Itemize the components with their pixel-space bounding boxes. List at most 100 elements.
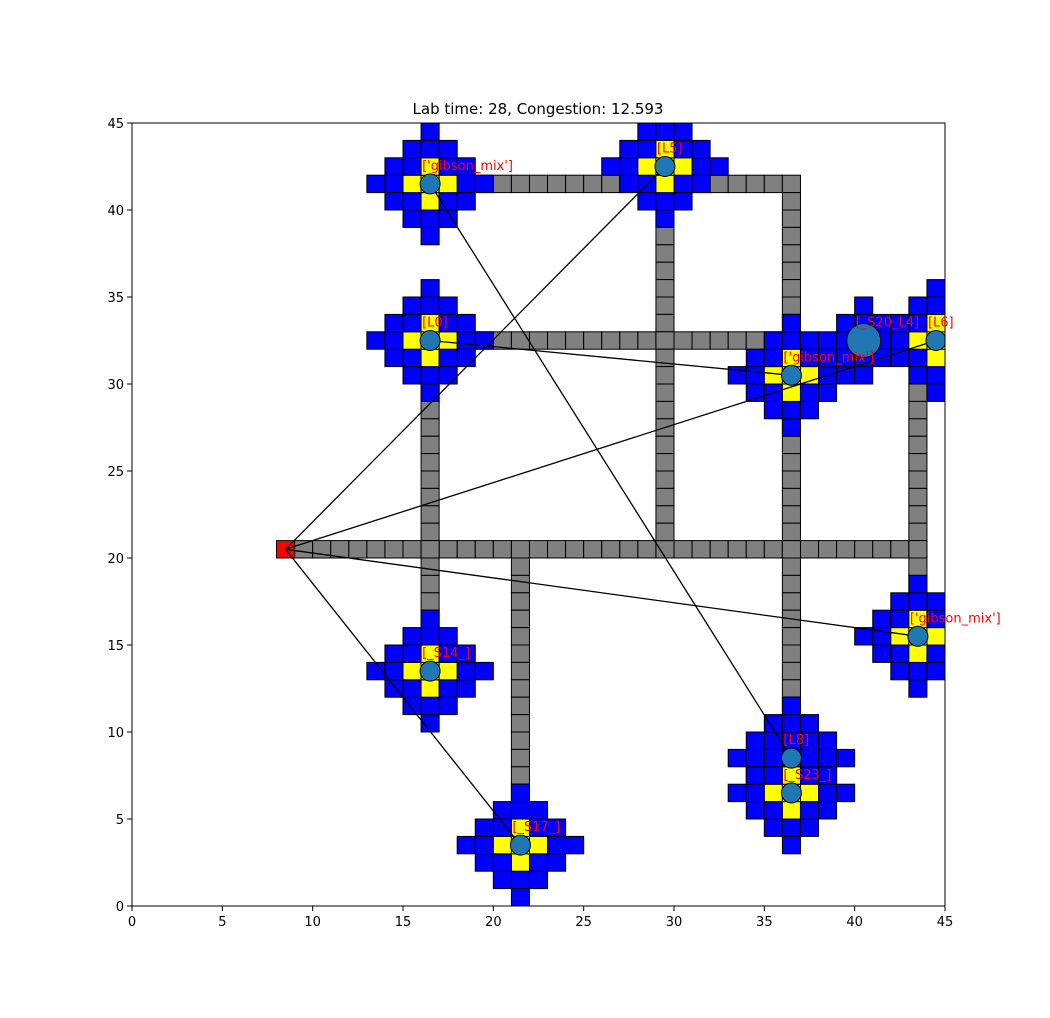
station-cell — [799, 331, 820, 350]
track-cell — [727, 174, 747, 194]
track-cell — [781, 174, 801, 194]
station-cell — [420, 348, 440, 368]
station-cell — [781, 313, 801, 333]
track-cell — [510, 627, 530, 646]
station-label: [_S23_] — [783, 768, 831, 783]
track-cell — [438, 540, 458, 559]
y-tick-label: 30 — [107, 378, 124, 393]
station-cell — [745, 801, 765, 820]
y-tick-label: 5 — [116, 813, 124, 828]
station-cell — [438, 192, 458, 211]
track-cell — [420, 540, 440, 559]
station-cell — [528, 835, 549, 855]
station-cell — [908, 348, 928, 368]
track-cell — [818, 540, 838, 559]
station-labels: ['gibson_mix'] [L5] [L0] ['gibson_mix'] [_S2… — [422, 142, 1001, 836]
track-cell — [619, 331, 639, 350]
x-tick-label: 10 — [304, 915, 321, 930]
station-cell — [799, 400, 820, 420]
track-cell — [781, 627, 801, 646]
station-cell — [492, 801, 512, 820]
track-cell — [492, 174, 512, 194]
track-cell — [348, 540, 368, 559]
track-cell — [781, 226, 801, 246]
station-cell — [926, 366, 945, 385]
track-cell — [655, 261, 675, 281]
track-cell — [781, 209, 801, 228]
station-cell — [963, 628, 981, 645]
station-cell — [745, 748, 765, 768]
y-tick-label: 45 — [107, 117, 124, 132]
station-cell — [981, 332, 999, 349]
station-cell — [619, 157, 639, 176]
track-cell — [510, 714, 530, 733]
station-cell — [908, 679, 928, 698]
x-tick-label: 5 — [218, 915, 226, 930]
station-cell — [926, 627, 945, 646]
station-cell — [384, 174, 404, 194]
track-cell — [673, 331, 693, 350]
track-cell — [456, 540, 476, 559]
station-cell — [944, 331, 945, 350]
station-label: [L8] — [783, 733, 809, 748]
station-node — [509, 834, 531, 856]
track-cell — [384, 540, 404, 559]
track-cell — [781, 470, 801, 489]
station-cell — [836, 748, 856, 768]
station-cell — [492, 835, 512, 855]
track-cell — [908, 487, 928, 507]
station-cell — [565, 835, 585, 855]
track-cell — [510, 609, 530, 629]
station-cell — [763, 801, 783, 820]
x-axis: 0 5 10 15 20 25 30 35 40 45 — [128, 906, 953, 930]
station-cell — [799, 383, 820, 402]
track-cell — [420, 453, 440, 472]
station-cell — [655, 192, 675, 211]
station-cell — [727, 748, 747, 768]
track-cell — [908, 540, 928, 559]
track-cell — [655, 244, 675, 263]
track-cell — [727, 540, 747, 559]
station-cell — [709, 157, 729, 176]
station-cell — [384, 644, 404, 663]
station-cell — [456, 348, 476, 368]
station-cell — [908, 644, 928, 663]
station-cell — [402, 661, 422, 681]
station-cell — [781, 418, 801, 437]
edge-line — [285, 548, 521, 846]
station-cell — [438, 296, 458, 315]
station-cell — [402, 192, 422, 211]
station-cell — [438, 696, 458, 716]
track-cell — [601, 331, 621, 350]
x-tick-label: 25 — [575, 915, 592, 930]
track-cell — [528, 540, 549, 559]
station-cell — [908, 592, 928, 611]
x-tick-label: 30 — [666, 915, 683, 930]
station-cell — [799, 801, 820, 820]
station-cell — [384, 192, 404, 211]
station-cell — [818, 383, 838, 402]
edge-line — [285, 339, 937, 550]
station-cell — [745, 731, 765, 750]
track-cell — [745, 540, 765, 559]
track-cell — [619, 540, 639, 559]
track-cell — [655, 313, 675, 333]
station-cell — [547, 835, 567, 855]
station-label: [L6] — [928, 316, 954, 331]
track-cell — [836, 540, 856, 559]
station-cell — [420, 679, 440, 698]
station-cell — [781, 801, 801, 820]
station-node — [780, 747, 802, 769]
station-cell — [492, 853, 512, 872]
station-cell — [438, 348, 458, 368]
station-cell — [818, 331, 838, 350]
station-cell — [781, 714, 801, 733]
station-cell — [384, 331, 404, 350]
station-label: [L0] — [422, 316, 448, 331]
station-cell — [474, 661, 494, 681]
station-cell — [402, 157, 422, 176]
track-cell — [908, 400, 928, 420]
station-cell — [619, 174, 639, 194]
x-tick-label: 20 — [485, 915, 502, 930]
